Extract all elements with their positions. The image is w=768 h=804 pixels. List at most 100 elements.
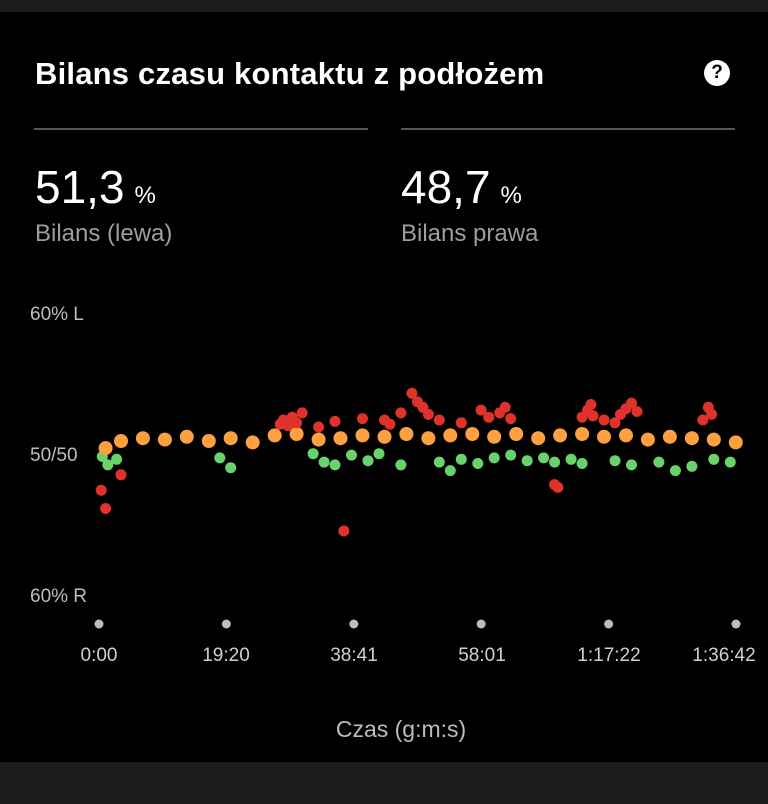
orange-point-29 xyxy=(728,435,743,450)
green-point-3 xyxy=(214,452,226,464)
green-point-17 xyxy=(505,449,517,461)
green-point-12 xyxy=(433,456,445,468)
orange-point-22 xyxy=(575,427,590,441)
green-point-24 xyxy=(626,459,637,471)
x-tick-label-5: 1:36:42 xyxy=(692,645,756,666)
green-point-8 xyxy=(346,449,357,461)
x-tick-dot-4 xyxy=(604,619,614,629)
left-balance-unit: % xyxy=(134,182,156,209)
x-axis-title: Czas (g:m:s) xyxy=(335,716,467,742)
green-point-16 xyxy=(488,452,500,464)
red-point-39 xyxy=(697,414,709,426)
green-point-21 xyxy=(565,453,577,465)
red-point-32 xyxy=(587,410,599,422)
x-tick-label-0: 0:00 xyxy=(80,645,118,666)
orange-point-5 xyxy=(201,434,216,448)
orange-point-24 xyxy=(619,428,633,443)
x-tick-label-3: 58:01 xyxy=(458,645,506,666)
red-point-41 xyxy=(706,408,718,420)
red-point-12 xyxy=(357,413,368,425)
green-point-15 xyxy=(472,458,484,469)
red-point-9 xyxy=(296,407,308,419)
red-point-38 xyxy=(631,406,643,417)
red-point-19 xyxy=(422,408,434,420)
y-tick-label-mid: 50/50 xyxy=(30,445,78,466)
red-point-15 xyxy=(395,407,407,419)
top-strip xyxy=(0,0,768,12)
green-point-13 xyxy=(444,465,456,477)
orange-point-0 xyxy=(98,441,113,456)
divider-left xyxy=(34,128,368,130)
red-point-6 xyxy=(282,420,294,432)
green-point-7 xyxy=(329,459,341,471)
red-point-3 xyxy=(338,525,350,537)
x-tick-dot-3 xyxy=(476,619,486,629)
right-balance-unit: % xyxy=(500,182,522,209)
red-point-8 xyxy=(291,417,303,429)
orange-point-17 xyxy=(465,427,480,441)
green-point-28 xyxy=(708,453,720,465)
orange-point-27 xyxy=(684,431,699,446)
x-tick-label-2: 38:41 xyxy=(330,645,378,666)
orange-point-12 xyxy=(355,428,370,443)
red-point-1 xyxy=(100,503,112,514)
green-point-22 xyxy=(576,458,588,469)
orange-point-9 xyxy=(289,427,304,441)
green-point-19 xyxy=(538,452,550,464)
orange-point-19 xyxy=(509,427,524,441)
right-balance-label: Bilans prawa xyxy=(401,220,539,247)
orange-point-8 xyxy=(267,428,282,443)
orange-point-1 xyxy=(114,434,128,448)
red-point-26 xyxy=(505,413,517,425)
red-point-20 xyxy=(433,414,445,426)
x-tick-label-1: 19:20 xyxy=(202,645,250,666)
x-tick-label-4: 1:17:22 xyxy=(577,645,641,666)
y-tick-label-bottom: 60% R xyxy=(30,586,88,607)
green-point-6 xyxy=(318,456,330,468)
x-tick-dot-0 xyxy=(94,619,104,629)
orange-point-20 xyxy=(531,431,546,446)
red-point-33 xyxy=(598,414,610,426)
card-title: Bilans czasu kontaktu z podłożem xyxy=(35,56,545,91)
green-point-20 xyxy=(549,456,561,468)
orange-point-23 xyxy=(597,429,611,444)
green-point-5 xyxy=(307,448,319,460)
red-point-21 xyxy=(455,417,467,429)
green-point-10 xyxy=(373,448,385,460)
orange-point-3 xyxy=(157,432,172,447)
right-balance-number: 48,7 xyxy=(401,161,491,213)
red-point-11 xyxy=(329,415,341,427)
orange-point-15 xyxy=(421,431,436,446)
y-tick-label-top: 60% L xyxy=(30,304,84,325)
red-point-10 xyxy=(313,421,325,433)
red-point-0 xyxy=(95,484,107,496)
balance-card xyxy=(0,12,768,762)
green-point-9 xyxy=(362,455,374,467)
orange-point-16 xyxy=(443,428,458,443)
red-point-34 xyxy=(609,417,621,429)
orange-point-6 xyxy=(223,431,238,446)
red-point-31 xyxy=(585,399,597,410)
green-point-26 xyxy=(669,465,681,477)
red-point-37 xyxy=(626,397,637,409)
orange-point-11 xyxy=(333,431,348,446)
x-tick-dot-1 xyxy=(221,619,231,629)
orange-point-4 xyxy=(179,429,194,444)
green-point-11 xyxy=(395,459,407,471)
orange-point-10 xyxy=(311,432,326,447)
orange-point-14 xyxy=(399,427,414,441)
orange-point-18 xyxy=(487,429,502,444)
green-point-25 xyxy=(653,456,665,468)
divider-right xyxy=(401,128,735,130)
green-point-2 xyxy=(111,453,123,465)
green-point-23 xyxy=(609,455,621,467)
green-point-18 xyxy=(521,455,533,467)
orange-point-26 xyxy=(662,429,677,444)
orange-point-2 xyxy=(135,431,150,446)
left-balance-label: Bilans (lewa) xyxy=(35,220,173,247)
orange-point-21 xyxy=(553,428,568,443)
red-point-16 xyxy=(406,387,418,399)
help-icon[interactable]: ? xyxy=(704,60,730,86)
x-tick-dot-2 xyxy=(349,619,359,629)
green-point-14 xyxy=(455,453,467,465)
